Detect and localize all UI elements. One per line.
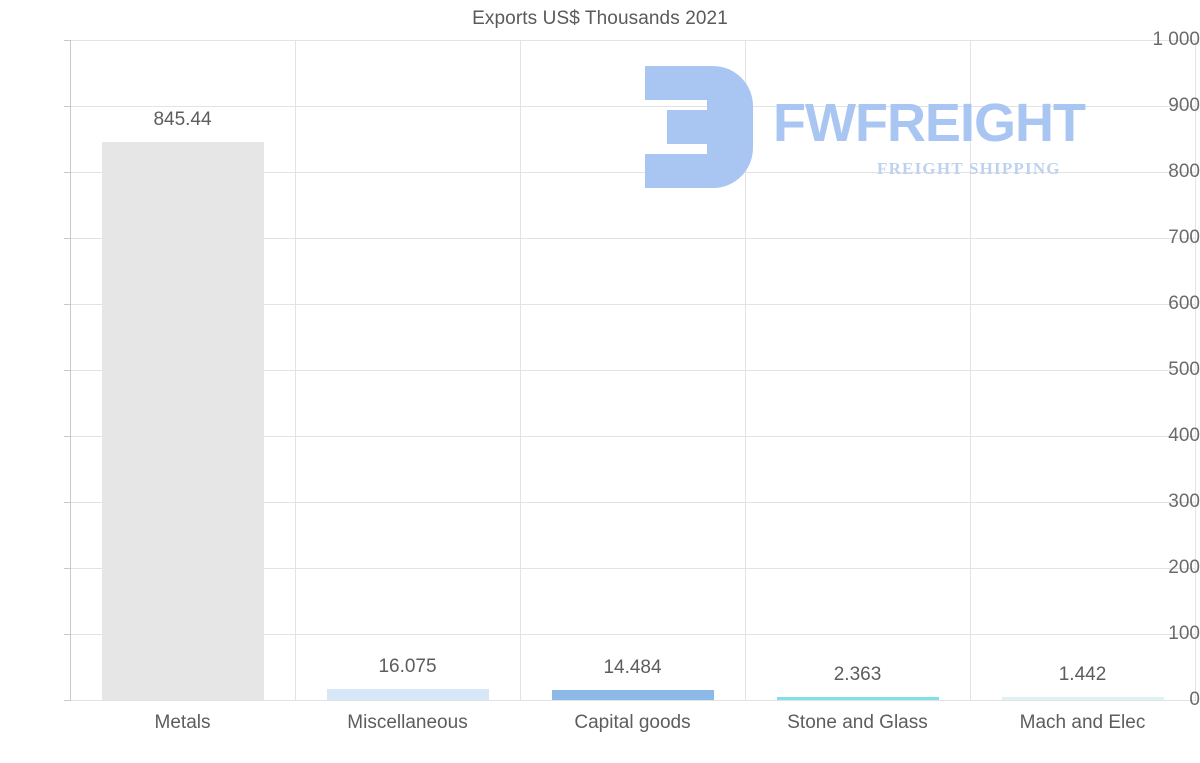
gridline-horizontal xyxy=(70,502,1195,503)
y-axis-tick-mark xyxy=(64,40,71,41)
gridline-horizontal xyxy=(70,634,1195,635)
gridline-horizontal xyxy=(70,700,1195,701)
gridline-vertical xyxy=(295,40,296,700)
y-axis-tick-label: 500 xyxy=(1168,359,1200,380)
y-axis-tick-mark xyxy=(64,370,71,371)
y-axis-tick-label: 0 xyxy=(1189,689,1200,710)
y-axis-tick-mark xyxy=(64,304,71,305)
y-axis-tick-label: 900 xyxy=(1168,95,1200,116)
gridline-vertical xyxy=(970,40,971,700)
bar-miscellaneous[interactable] xyxy=(326,689,489,700)
x-axis-category-label: Capital goods xyxy=(574,712,691,733)
plot-area xyxy=(70,40,1196,701)
y-axis-tick-label: 1 000 xyxy=(1152,29,1200,50)
chart-title: Exports US$ Thousands 2021 xyxy=(472,8,728,29)
bar-value-label: 16.075 xyxy=(378,656,437,678)
gridline-vertical xyxy=(1195,40,1196,700)
y-axis-tick-label: 300 xyxy=(1168,491,1200,512)
gridline-horizontal xyxy=(70,106,1195,107)
gridline-horizontal xyxy=(70,370,1195,371)
y-axis-tick-label: 400 xyxy=(1168,425,1200,446)
bar-capital-goods[interactable] xyxy=(551,690,714,700)
y-axis-tick-mark xyxy=(64,436,71,437)
bar-value-label: 845.44 xyxy=(153,109,212,130)
y-axis-tick-label: 700 xyxy=(1168,227,1200,248)
y-axis-tick-mark xyxy=(64,700,71,701)
x-axis-category-label: Mach and Elec xyxy=(1019,712,1146,733)
gridline-vertical xyxy=(745,40,746,700)
bar-value-label: 2.363 xyxy=(833,664,882,685)
y-axis-tick-mark xyxy=(64,502,71,503)
bar-mach-and-elec[interactable] xyxy=(1001,697,1164,700)
x-axis-category-label: Miscellaneous xyxy=(347,712,468,733)
y-axis-tick-label: 100 xyxy=(1168,623,1200,644)
x-axis-category-label: Stone and Glass xyxy=(787,712,928,733)
bar-value-label: 14.484 xyxy=(603,657,662,679)
x-axis-category-label: Metals xyxy=(154,712,211,733)
gridline-horizontal xyxy=(70,40,1195,41)
bar-stone-and-glass[interactable] xyxy=(776,697,939,700)
y-axis-tick-label: 800 xyxy=(1168,161,1200,182)
y-axis-tick-label: 600 xyxy=(1168,293,1200,314)
y-axis-tick-mark xyxy=(64,106,71,107)
y-axis-tick-mark xyxy=(64,568,71,569)
bar-value-label: 1.442 xyxy=(1058,664,1107,685)
y-axis-tick-mark xyxy=(64,238,71,239)
y-axis-tick-label: 200 xyxy=(1168,557,1200,578)
gridline-vertical xyxy=(520,40,521,700)
y-axis-tick-mark xyxy=(64,634,71,635)
gridline-horizontal xyxy=(70,238,1195,239)
gridline-horizontal xyxy=(70,568,1195,569)
bar-metals[interactable] xyxy=(101,142,264,700)
gridline-horizontal xyxy=(70,304,1195,305)
gridline-horizontal xyxy=(70,436,1195,437)
gridline-horizontal xyxy=(70,172,1195,173)
y-axis-tick-mark xyxy=(64,172,71,173)
